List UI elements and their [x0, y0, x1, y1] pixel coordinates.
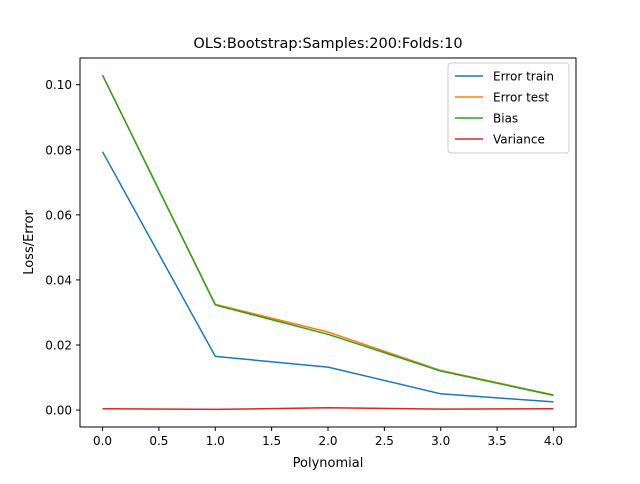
- chart-title: OLS:Bootstrap:Samples:200:Folds:10: [193, 36, 462, 52]
- y-axis-label: Loss/Error: [22, 210, 37, 275]
- y-axis: 0.00 0.02 0.04 0.06 0.08 0.10: [45, 78, 80, 418]
- series-line-error-train: [101, 151, 554, 403]
- x-axis: 0.0 0.5 1.0 1.5 2.0 2.5 3.0 3.5 4.0: [93, 427, 563, 448]
- y-tick-label: 0.02: [45, 339, 72, 353]
- x-tick-label: 1.0: [206, 434, 225, 448]
- legend-label-error-train: Error train: [493, 70, 554, 84]
- x-tick-label: 0.5: [149, 434, 168, 448]
- axes-frame: [79, 57, 577, 428]
- y-tick-label: 0.04: [45, 273, 72, 287]
- legend-label-variance: Variance: [493, 133, 545, 147]
- y-tick-label: 0.00: [45, 404, 72, 418]
- legend-box: [447, 62, 570, 154]
- y-tick-label: 0.10: [45, 78, 72, 92]
- y-tick-label: 0.06: [45, 208, 72, 222]
- x-tick-label: 3.0: [431, 434, 450, 448]
- x-tick-label: 3.5: [488, 434, 507, 448]
- y-tick-label: 0.08: [45, 143, 72, 157]
- x-axis-label: Polynomial: [293, 456, 364, 471]
- x-tick-label: 2.5: [375, 434, 394, 448]
- series-line-variance: [102, 407, 554, 411]
- legend-label-error-test: Error test: [493, 91, 549, 105]
- x-tick-label: 0.0: [93, 434, 112, 448]
- legend: Error train Error test Bias Variance: [447, 62, 570, 154]
- x-tick-label: 4.0: [544, 434, 563, 448]
- legend-label-bias: Bias: [493, 112, 518, 126]
- series-line-bias: [101, 74, 554, 397]
- plot-area: [101, 74, 554, 411]
- x-tick-label: 1.5: [262, 434, 281, 448]
- x-tick-label: 2.0: [318, 434, 337, 448]
